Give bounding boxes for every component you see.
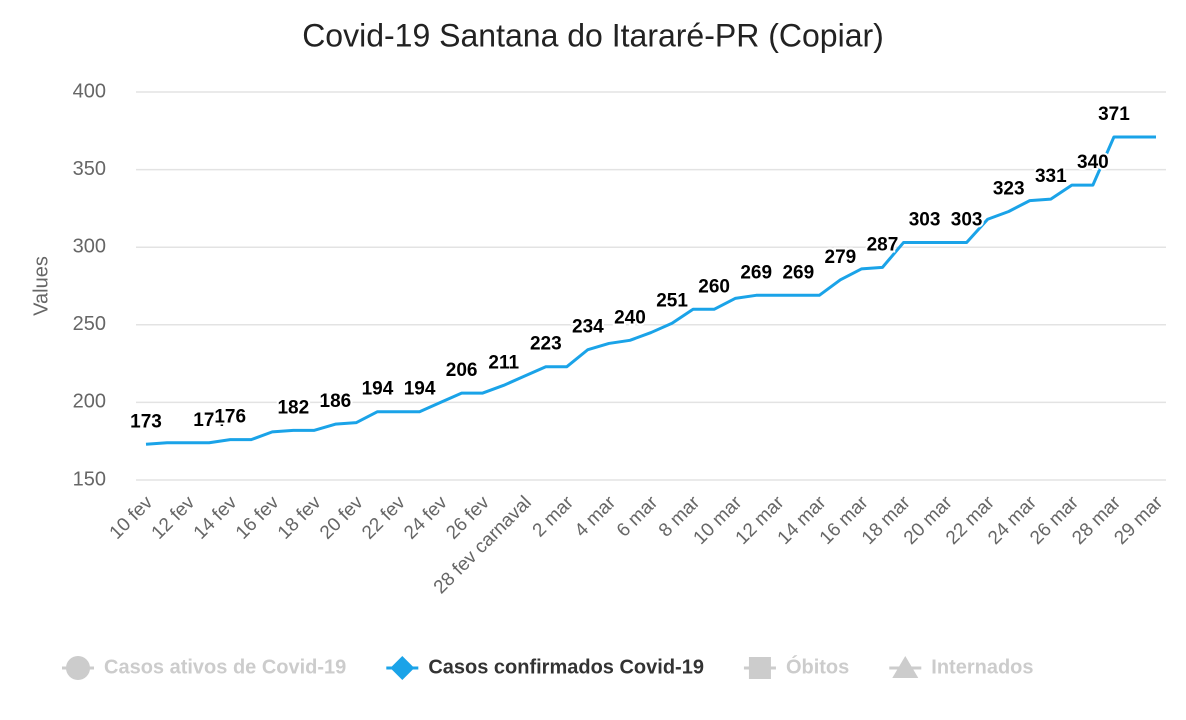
x-tick-label: 2 mar	[529, 492, 579, 542]
x-tick-label: 14 fev	[190, 492, 242, 544]
data-label: 194	[362, 379, 394, 400]
data-label: 340	[1077, 152, 1109, 173]
legend-label: Óbitos	[786, 654, 849, 678]
x-tick-label: 4 mar	[571, 492, 621, 542]
data-label: 174	[193, 410, 225, 431]
legend-item[interactable]: Casos ativos de Covid-19	[62, 656, 346, 680]
data-label: 269	[782, 262, 814, 283]
x-tick-label: 20 fev	[316, 492, 368, 544]
data-label: 176	[214, 407, 246, 428]
x-tick-label: 6 mar	[613, 492, 663, 542]
legend-label: Internados	[931, 656, 1033, 678]
data-label: 223	[530, 334, 562, 355]
data-line	[145, 135, 1156, 446]
data-label: 251	[656, 290, 688, 311]
x-tick-label: 29 mar	[1110, 492, 1167, 549]
data-label: 323	[993, 179, 1025, 200]
y-tick-label: 350	[73, 158, 106, 180]
legend-symbol	[892, 656, 919, 678]
x-tick-label: 16 fev	[232, 492, 284, 544]
data-label: 371	[1098, 104, 1130, 125]
data-label: 240	[614, 307, 646, 328]
legend-symbol	[66, 656, 90, 680]
data-label: 234	[572, 317, 604, 338]
data-label: 260	[698, 276, 730, 297]
legend-label: Casos ativos de Covid-19	[104, 656, 346, 678]
legend-item[interactable]: Casos confirmados Covid-19	[386, 656, 704, 680]
y-tick-label: 300	[73, 235, 106, 257]
y-tick-label: 150	[73, 468, 106, 490]
data-label: 182	[277, 397, 309, 418]
data-label: 206	[446, 360, 478, 381]
x-tick-label: 12 fev	[148, 492, 200, 544]
legend-item[interactable]: Óbitos	[743, 654, 849, 679]
data-label: 303	[951, 210, 983, 231]
data-label: 279	[825, 247, 857, 268]
data-label: 287	[867, 234, 899, 255]
data-label: 269	[740, 262, 772, 283]
x-tick-label: 22 fev	[358, 492, 410, 544]
x-tick-label: 18 fev	[274, 492, 326, 544]
legend-symbol	[390, 656, 415, 680]
data-label: 211	[488, 352, 519, 373]
legend-symbol	[748, 657, 771, 679]
data-label: 194	[404, 379, 436, 400]
data-label: 303	[909, 210, 941, 231]
y-tick-label: 250	[73, 313, 106, 335]
x-tick-label: 10 fev	[106, 492, 158, 544]
data-label: 186	[320, 391, 352, 412]
y-axis-title: Values	[30, 256, 52, 316]
data-label: 331	[1035, 166, 1067, 187]
data-label: 173	[130, 411, 162, 432]
chart-title: Covid-19 Santana do Itararé-PR (Copiar)	[302, 17, 884, 53]
legend-item[interactable]: Internados	[889, 656, 1034, 678]
y-tick-label: 400	[73, 80, 106, 102]
legend-label: Casos confirmados Covid-19	[428, 656, 704, 678]
y-tick-label: 200	[73, 391, 106, 413]
x-tick-label: 24 fev	[400, 492, 452, 544]
